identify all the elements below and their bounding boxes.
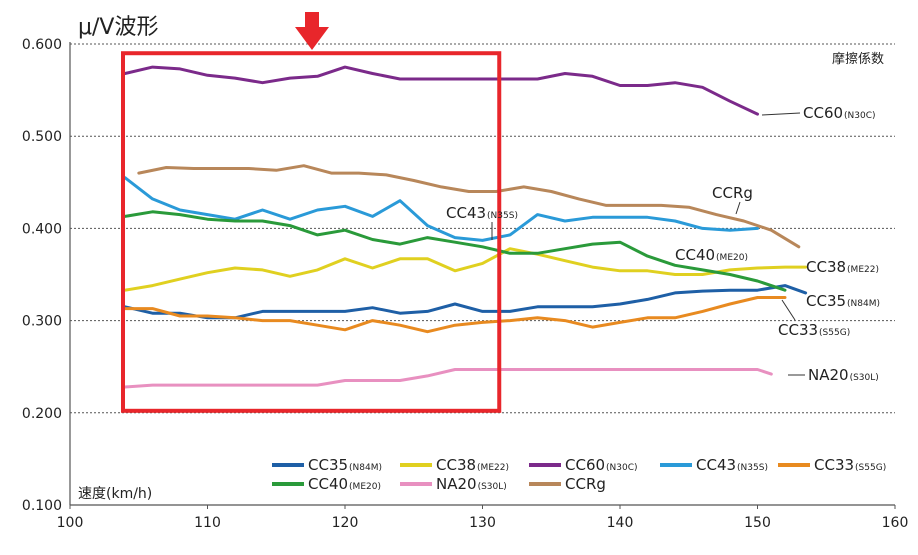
- y-tick-label: 0.300: [22, 314, 62, 330]
- callout-leader-cc60: [761, 112, 801, 116]
- y-tick-label: 0.200: [22, 406, 62, 422]
- corner-label: 摩擦係数: [832, 51, 884, 67]
- legend-item-na20: NA20(S30L): [400, 475, 507, 493]
- legend-item-ccrg: CCRg: [529, 475, 606, 493]
- callout-leader-ccrg: [735, 201, 741, 215]
- y-tick-label: 0.100: [22, 498, 62, 514]
- series-line-cc60: [123, 65, 759, 116]
- callout-label-na20: NA20(S30L): [808, 366, 879, 384]
- x-tick-label: 160: [882, 515, 909, 531]
- callout-label-cc35: CC35(N84M): [806, 292, 880, 310]
- x-tick-label: 120: [332, 515, 359, 531]
- callout-label-cc43: CC43(N35S): [446, 204, 518, 222]
- legend-label: CC43(N35S): [696, 456, 768, 474]
- down-arrow-icon: [295, 12, 329, 50]
- down-arrow-shape: [295, 12, 329, 50]
- x-tick-label: 110: [194, 515, 221, 531]
- y-tick-label: 0.400: [22, 221, 62, 237]
- callout-label-cc38: CC38(ME22): [806, 258, 879, 276]
- grid-lines: [70, 43, 895, 414]
- legend-item-cc40: CC40(ME20): [272, 475, 381, 493]
- legend-item-cc43: CC43(N35S): [660, 456, 768, 474]
- chart-title: μ/V波形: [78, 15, 158, 40]
- legend-item-cc38: CC38(ME22): [400, 456, 509, 474]
- legend-label: CC35(N84M): [308, 456, 382, 474]
- series-lines: [123, 65, 808, 389]
- callout-label-cc33: CC33(S55G): [778, 321, 850, 339]
- y-tick-labels: 0.100 0.200 0.300 0.400 0.500 0.600: [22, 37, 62, 514]
- legend-label: CC40(ME20): [308, 475, 381, 493]
- legend-item-cc33: CC33(S55G): [778, 456, 886, 474]
- x-tick-label: 150: [744, 515, 771, 531]
- x-tick-label: 100: [57, 515, 84, 531]
- legend: CC35(N84M) CC38(ME22) CC60(N30C) CC43(N35S)…: [272, 456, 886, 493]
- series-line-cc40: [123, 210, 787, 292]
- series-line-cc33: [123, 296, 787, 334]
- callout-label-ccrg: CCRg: [712, 184, 753, 202]
- legend-label: CC38(ME22): [436, 456, 509, 474]
- callout-label-cc40: CC40(ME20): [675, 246, 748, 264]
- callout-leader-cc33: [781, 299, 796, 321]
- x-tick-label: 140: [607, 515, 634, 531]
- y-tick-label: 0.500: [22, 129, 62, 145]
- legend-label: CC60(N30C): [565, 456, 638, 474]
- x-axis-label: 速度(km/h): [78, 486, 152, 502]
- callout-label-cc60: CC60(N30C): [803, 104, 876, 122]
- series-line-ccrg: [137, 164, 801, 249]
- legend-item-cc35: CC35(N84M): [272, 456, 382, 474]
- legend-item-cc60: CC60(N30C): [529, 456, 638, 474]
- x-tick-label: 130: [469, 515, 496, 531]
- legend-label: NA20(S30L): [436, 475, 507, 493]
- series-callouts: CC60(N30C) CCRg CC43(N35S) CC40(ME20) CC38(M…: [446, 104, 880, 384]
- series-line-cc38: [123, 247, 808, 292]
- series-line-cc43: [123, 176, 759, 242]
- legend-label: CCRg: [565, 475, 606, 493]
- legend-label: CC33(S55G): [814, 456, 886, 474]
- axes: [69, 42, 895, 506]
- highlight-box: [121, 51, 502, 413]
- series-line-na20: [123, 368, 773, 389]
- y-tick-label: 0.600: [22, 37, 62, 53]
- highlight-rect: [121, 51, 502, 413]
- series-line-cc35: [123, 284, 808, 320]
- x-tick-labels: 100 110 120 130 140 150 160: [57, 505, 909, 531]
